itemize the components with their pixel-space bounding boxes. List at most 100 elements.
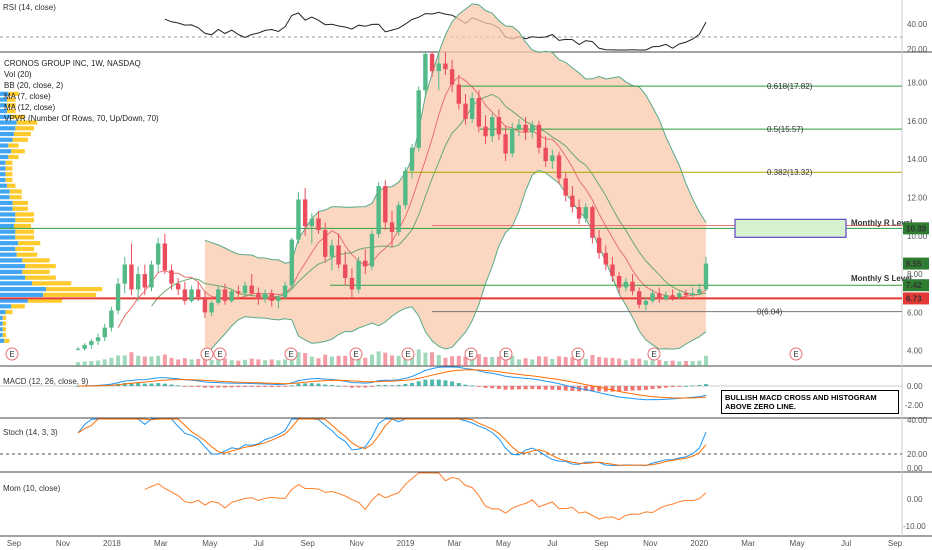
- price-tick: 10.00: [907, 232, 928, 241]
- volume-bar: [543, 356, 548, 366]
- macd-histogram-bar: [289, 385, 294, 387]
- candle-body: [155, 243, 161, 265]
- earnings-marker-label: E: [405, 350, 410, 359]
- ma7-line: [117, 75, 707, 328]
- candle-body: [149, 264, 154, 288]
- macd-tick: 0.00: [907, 382, 923, 391]
- candle-body: [102, 327, 107, 338]
- macd-histogram-bar: [470, 385, 475, 387]
- vpvr-bar-down: [8, 91, 19, 96]
- volume-bar: [142, 356, 147, 366]
- earnings-marker: [200, 347, 214, 361]
- vpvr-bar-up: [0, 149, 12, 154]
- macd-annotation: BULLISH MACD CROSS AND HISTOGRAM ABOVE Z…: [721, 390, 899, 414]
- volume-bar: [76, 362, 80, 366]
- macd-histogram-bar: [423, 379, 428, 386]
- candle-body: [690, 293, 695, 296]
- candle-body: [135, 274, 141, 290]
- macd-histogram-bar: [336, 385, 341, 387]
- volume-bar: [603, 357, 608, 366]
- vpvr-bar-down: [15, 246, 35, 252]
- candle-body: [496, 117, 502, 135]
- vpvr-bar-up: [0, 126, 16, 131]
- macd-histogram-bar: [523, 386, 528, 390]
- candle-body: [383, 186, 388, 223]
- macd-histogram-bar: [236, 386, 241, 388]
- vpvr-bar-up: [0, 327, 3, 332]
- macd-histogram-bar: [416, 381, 421, 386]
- price-badge-label: 8.55: [906, 260, 922, 269]
- volume-bar: [637, 358, 642, 366]
- macd-histogram-bar: [597, 386, 602, 392]
- candle-body: [322, 230, 328, 257]
- earnings-marker: [349, 347, 363, 361]
- macd-histogram-bar: [630, 386, 635, 391]
- candle-body: [663, 295, 669, 299]
- stoch-tick: 0.00: [907, 464, 923, 473]
- vpvr-bar-up: [0, 218, 16, 223]
- price-badge: [903, 257, 929, 270]
- time-axis-label: Sep: [301, 539, 316, 548]
- rsi-line: [164, 11, 707, 51]
- candle-body: [409, 147, 415, 171]
- candle-body: [222, 289, 228, 301]
- candle-body: [563, 178, 568, 196]
- volume-bar: [456, 355, 461, 366]
- candle-body: [543, 147, 548, 162]
- vpvr-bar-up: [0, 206, 13, 211]
- macd-histogram-bar: [663, 386, 668, 388]
- time-axis-label: 2018: [103, 539, 121, 548]
- mom-label: Mom (10, close): [3, 484, 61, 493]
- volume-bar: [423, 352, 428, 366]
- vpvr-bar-down: [11, 114, 25, 119]
- volume-bar: [229, 360, 234, 366]
- volume-bar: [169, 357, 174, 366]
- price-badge-label: 7.42: [906, 281, 922, 290]
- price-badge: [903, 222, 929, 235]
- price-tick: 6.00: [907, 308, 923, 317]
- macd-histogram-bar: [176, 385, 181, 387]
- candle-body: [82, 344, 87, 349]
- macd-histogram-bar: [162, 383, 167, 386]
- macd-histogram-bar: [637, 386, 642, 391]
- volume-bar: [510, 355, 515, 366]
- macd-histogram-bar: [516, 386, 521, 390]
- vpvr-profile: [0, 91, 103, 343]
- vpvr-bar-up: [0, 275, 26, 280]
- macd-histogram-bar: [156, 383, 161, 386]
- vpvr-bar-up: [0, 189, 10, 194]
- macd-histogram-bar: [229, 386, 234, 388]
- candle-body: [115, 283, 121, 311]
- volume-bar: [617, 358, 622, 366]
- macd-histogram-bar: [590, 386, 595, 392]
- volume-bar: [396, 355, 401, 366]
- candle-body: [356, 260, 361, 290]
- vpvr-bar-up: [0, 332, 3, 338]
- vpvr-bar-up: [0, 108, 7, 114]
- macd-histogram-bar: [496, 386, 501, 389]
- price-tick: 14.00: [907, 155, 928, 164]
- macd-histogram-bar: [543, 386, 548, 390]
- candle-body: [75, 348, 81, 350]
- vpvr-bar-down: [13, 131, 31, 137]
- rsi-label: RSI (14, close): [3, 3, 56, 12]
- candle-body: [309, 218, 315, 227]
- vpvr-bar-up: [0, 281, 33, 286]
- earnings-marker: [499, 347, 513, 361]
- time-axis-label: Sep: [7, 539, 22, 548]
- macd-histogram-bar: [530, 386, 535, 389]
- macd-histogram-bar: [196, 386, 201, 387]
- vpvr-bar-up: [0, 172, 6, 177]
- volume-bar: [376, 351, 381, 366]
- vpvr-bar-down: [8, 154, 19, 160]
- vpvr-bar-up: [0, 246, 16, 252]
- macd-histogram-bar: [263, 386, 268, 387]
- macd-histogram-bar: [536, 386, 541, 390]
- volume-bar: [490, 357, 495, 366]
- candle-body: [703, 263, 709, 290]
- time-axis-label: Jul: [547, 539, 557, 548]
- earnings-marker: [464, 347, 478, 361]
- candle-body: [683, 293, 689, 296]
- candle-body: [363, 260, 368, 267]
